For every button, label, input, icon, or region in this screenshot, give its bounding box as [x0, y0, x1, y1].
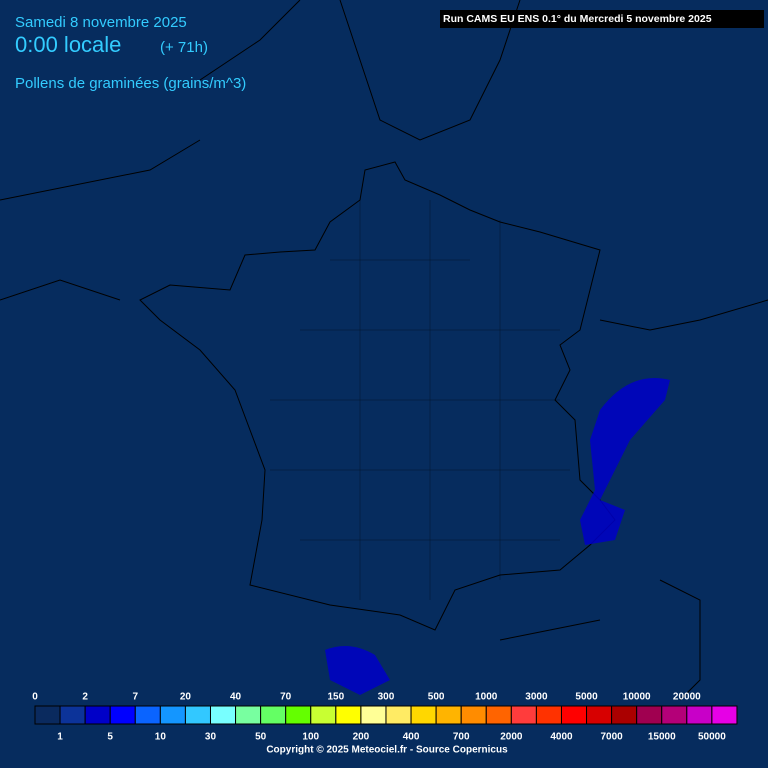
legend-swatch [460, 705, 487, 725]
legend-swatch [109, 705, 136, 725]
legend-swatch [385, 705, 412, 725]
legend-swatch [285, 705, 312, 725]
legend-swatch [310, 705, 337, 725]
legend-swatch [84, 705, 111, 725]
legend-label: 50000 [698, 732, 726, 743]
legend-swatch [636, 705, 663, 725]
legend-label: 2000 [500, 732, 523, 743]
legend-label: 40 [230, 692, 242, 703]
legend-label: 5 [107, 732, 113, 743]
legend-label: 10 [155, 732, 167, 743]
legend-swatch [661, 705, 688, 725]
legend-label: 50 [255, 732, 267, 743]
legend: 0 1 2 5 7 10 20 30 40 50 70 100 150 200 300 400 500 700 10… [32, 692, 738, 743]
copyright: Copyright © 2025 Meteociel.fr - Source C… [266, 745, 508, 756]
legend-label: 300 [378, 692, 395, 703]
legend-swatch [360, 705, 387, 725]
legend-label: 4000 [550, 732, 573, 743]
legend-swatch [209, 705, 237, 725]
legend-label: 20000 [673, 692, 701, 703]
legend-label: 150 [327, 692, 344, 703]
legend-swatch [34, 705, 61, 725]
legend-swatch [485, 705, 512, 725]
legend-label: 7 [132, 692, 138, 703]
legend-label: 500 [428, 692, 445, 703]
variable: Pollens de graminées (grains/m^3) [15, 75, 246, 92]
legend-swatch [435, 705, 462, 725]
legend-label: 10000 [623, 692, 651, 703]
legend-swatch [510, 705, 537, 725]
legend-swatch [184, 705, 211, 725]
pollen-areas [325, 378, 670, 695]
legend-label: 20 [180, 692, 192, 703]
legend-swatch [134, 705, 161, 725]
legend-label: 1000 [475, 692, 498, 703]
pollen-area [580, 378, 670, 545]
legend-label: 1 [57, 732, 63, 743]
legend-label: 200 [353, 732, 370, 743]
run-box [440, 10, 764, 28]
legend-label: 3000 [525, 692, 548, 703]
legend-swatch [235, 705, 262, 725]
legend-swatch [410, 705, 437, 725]
legend-label: 30 [205, 732, 217, 743]
legend-label: 70 [280, 692, 292, 703]
legend-swatch [159, 705, 186, 725]
pollen-area [325, 646, 390, 695]
legend-label: 5000 [575, 692, 598, 703]
legend-label: 400 [403, 732, 420, 743]
run-info: Run CAMS EU ENS 0.1° du Mercredi 5 novem… [443, 13, 712, 25]
legend-label: 2 [82, 692, 88, 703]
legend-label: 7000 [600, 732, 623, 743]
legend-label: 15000 [648, 732, 676, 743]
legend-label: 700 [453, 732, 470, 743]
legend-swatch [711, 705, 738, 725]
legend-swatch [611, 705, 638, 725]
legend-label: 100 [302, 732, 319, 743]
legend-swatch [560, 705, 588, 725]
time: 0:00 locale [15, 32, 121, 57]
legend-label: 0 [32, 692, 38, 703]
legend-swatch [260, 705, 287, 725]
legend-swatch [59, 705, 86, 725]
legend-swatch [535, 705, 562, 725]
legend-swatch [686, 705, 713, 725]
legend-swatch [586, 705, 613, 725]
legend-swatch [335, 705, 362, 725]
date: Samedi 8 novembre 2025 [15, 14, 187, 31]
lead-time: (+ 71h) [160, 39, 208, 56]
